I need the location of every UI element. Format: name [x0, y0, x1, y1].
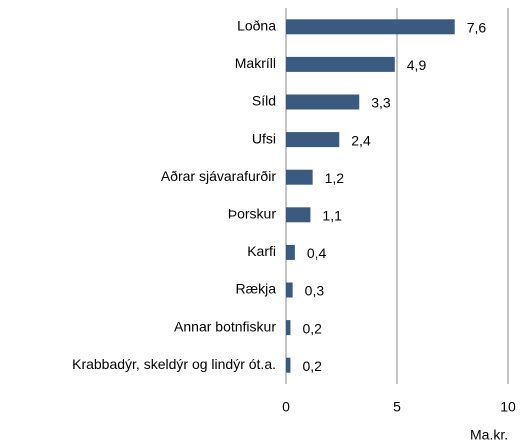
bar — [286, 132, 340, 148]
bar — [286, 244, 295, 260]
value-label: 3,3 — [371, 95, 391, 111]
bar — [286, 320, 291, 336]
y-tick-label: Ufsi — [252, 130, 276, 146]
x-axis-label: Ma.kr. — [470, 427, 508, 443]
value-label: 1,1 — [322, 208, 342, 224]
x-tick-label: 10 — [500, 399, 516, 415]
bar — [286, 19, 455, 35]
y-tick-label: Annar botnfiskur — [174, 318, 276, 334]
value-label: 7,6 — [467, 20, 487, 36]
value-label: 0,4 — [307, 245, 327, 261]
value-label: 0,3 — [305, 283, 325, 299]
y-tick-label: Makríll — [235, 55, 276, 71]
bar — [286, 94, 360, 110]
bar — [286, 282, 293, 298]
value-label: 4,9 — [407, 57, 427, 73]
y-tick-label: Krabbadýr, skeldýr og lindýr ót.a. — [72, 356, 276, 372]
x-tick-label: 5 — [393, 399, 401, 415]
y-tick-label: Karfi — [247, 243, 276, 259]
y-tick-label: Aðrar sjávarafurðir — [161, 168, 276, 184]
y-tick-label: Síld — [252, 93, 276, 109]
value-label: 2,4 — [351, 132, 371, 148]
x-tick-label: 0 — [282, 399, 290, 415]
bar — [286, 207, 311, 223]
bar — [286, 56, 395, 72]
value-label: 1,2 — [325, 170, 345, 186]
bar — [286, 169, 313, 185]
y-tick-label: Þorskur — [228, 206, 277, 222]
value-label: 0,2 — [302, 320, 322, 336]
y-tick-label: Loðna — [237, 18, 276, 34]
bar — [286, 357, 291, 373]
y-tick-label: Rækja — [236, 281, 277, 297]
value-label: 0,2 — [302, 358, 322, 374]
